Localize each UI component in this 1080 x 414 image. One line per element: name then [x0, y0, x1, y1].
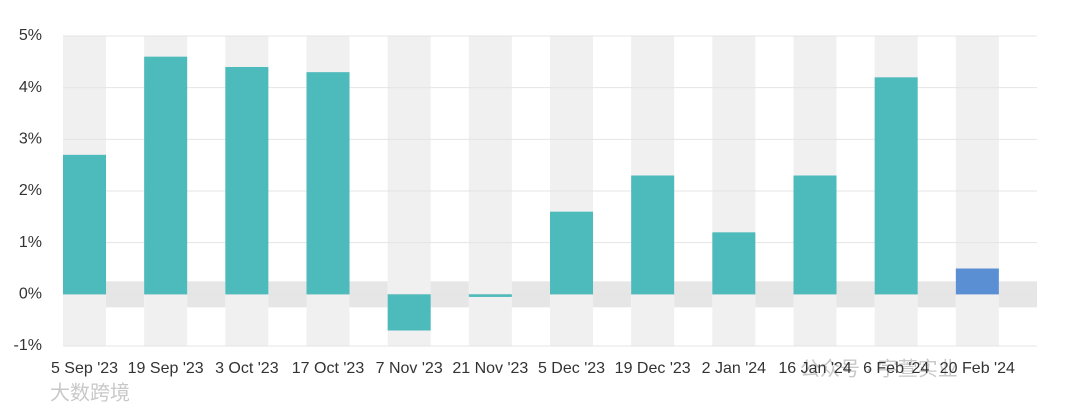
x-tick-label: 6 Feb '24 — [863, 360, 929, 377]
x-tick-label: 16 Jan '24 — [778, 360, 851, 377]
y-tick-label: 3% — [19, 131, 42, 148]
bar — [225, 67, 269, 295]
y-tick-label: 5% — [19, 27, 42, 44]
bar — [387, 294, 431, 331]
x-tick-label: 5 Sep '23 — [51, 360, 118, 377]
x-tick-label: 20 Feb '24 — [940, 360, 1015, 377]
bar — [306, 72, 350, 295]
watermark: 大数跨境 — [50, 381, 130, 404]
bar — [712, 232, 756, 295]
x-tick-label: 17 Oct '23 — [292, 360, 365, 377]
watermark: 公众号 · 宇萱实业 — [800, 357, 958, 380]
y-tick-label: 1% — [19, 234, 42, 251]
bar — [631, 175, 675, 295]
bar — [63, 154, 107, 295]
bar — [550, 211, 594, 295]
y-tick-label: 4% — [19, 79, 42, 96]
bar — [955, 268, 999, 295]
bar — [874, 77, 918, 295]
bar — [793, 175, 837, 295]
x-tick-label: 2 Jan '24 — [702, 360, 767, 377]
x-tick-label: 19 Sep '23 — [128, 360, 204, 377]
x-tick-label: 19 Dec '23 — [615, 360, 691, 377]
x-tick-label: 5 Dec '23 — [538, 360, 605, 377]
y-tick-label: 0% — [19, 286, 42, 303]
x-tick-label: 3 Oct '23 — [215, 360, 279, 377]
bar — [144, 56, 188, 295]
y-tick-label: 2% — [19, 182, 42, 199]
x-tick-label: 7 Nov '23 — [376, 360, 443, 377]
y-tick-label: -1% — [14, 337, 42, 354]
bar — [468, 294, 512, 297]
x-tick-label: 21 Nov '23 — [452, 360, 528, 377]
